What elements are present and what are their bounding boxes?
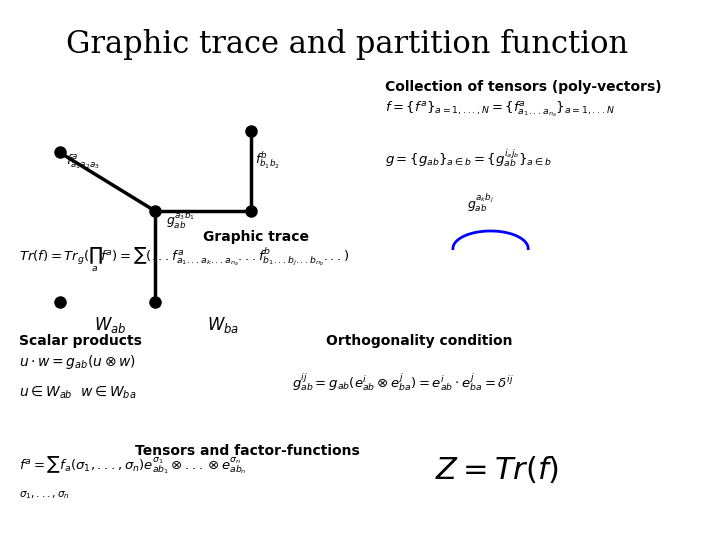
Text: $g = \{g_{ab}\}_{a \in b} = \{g^{i_a j_b}_{ab}\}_{a \in b}$: $g = \{g_{ab}\}_{a \in b} = \{g^{i_a j_b… (384, 147, 552, 169)
Text: $g^{ij}_{ab} = g_{ab}(e^i_{ab} \otimes e^j_{ba}) = e^i_{ab} \cdot e^j_{ba} = \de: $g^{ij}_{ab} = g_{ab}(e^i_{ab} \otimes e… (292, 372, 514, 393)
Text: Collection of tensors (poly-vectors): Collection of tensors (poly-vectors) (384, 80, 661, 94)
Text: Orthogonality condition: Orthogonality condition (326, 334, 513, 348)
Text: $f^a_{a_1a_2a_3}$: $f^a_{a_1a_2a_3}$ (66, 152, 101, 171)
Text: Graphic trace and partition function: Graphic trace and partition function (66, 30, 628, 60)
Text: $g^{a_k b_j}_{ab}$: $g^{a_k b_j}_{ab}$ (467, 191, 494, 214)
Text: Graphic trace: Graphic trace (203, 230, 310, 244)
Text: $f^a = \sum f_a(\sigma_1,...,\sigma_n)e^{\sigma_1}_{ab_1} \otimes ... \otimes e^: $f^a = \sum f_a(\sigma_1,...,\sigma_n)e^… (19, 454, 246, 476)
Text: $W_{ab}$: $W_{ab}$ (94, 315, 126, 335)
Text: $u \cdot w = g_{ab}(u \otimes w)$: $u \cdot w = g_{ab}(u \otimes w)$ (19, 353, 135, 371)
Text: $u \in W_{ab}$  $w \in W_{ba}$: $u \in W_{ab}$ $w \in W_{ba}$ (19, 385, 136, 401)
Text: $\sigma_1,...,\sigma_n$: $\sigma_1,...,\sigma_n$ (19, 489, 69, 501)
Text: $f^b_{b_1b_2}$: $f^b_{b_1b_2}$ (255, 150, 279, 171)
Text: $Z = Tr(f)$: $Z = Tr(f)$ (436, 454, 559, 485)
Text: $W_{ba}$: $W_{ba}$ (207, 315, 239, 335)
Text: $f = \{f^a\}_{a=1,...,N} = \{f^a_{a_1...a_{n_a}}\}_{a=1,...N}$: $f = \{f^a\}_{a=1,...,N} = \{f^a_{a_1...… (384, 99, 614, 119)
Text: Scalar products: Scalar products (19, 334, 141, 348)
Text: $g^{a_3b_1}_{ab}$: $g^{a_3b_1}_{ab}$ (166, 210, 194, 231)
Text: Tensors and factor-functions: Tensors and factor-functions (135, 444, 359, 458)
Text: $Tr(f) = Tr_g(\prod_a f^a) = \sum(...f^a_{a_1...a_k...a_{n_a}}...f^b_{b_1...b_j.: $Tr(f) = Tr_g(\prod_a f^a) = \sum(...f^a… (19, 246, 349, 274)
